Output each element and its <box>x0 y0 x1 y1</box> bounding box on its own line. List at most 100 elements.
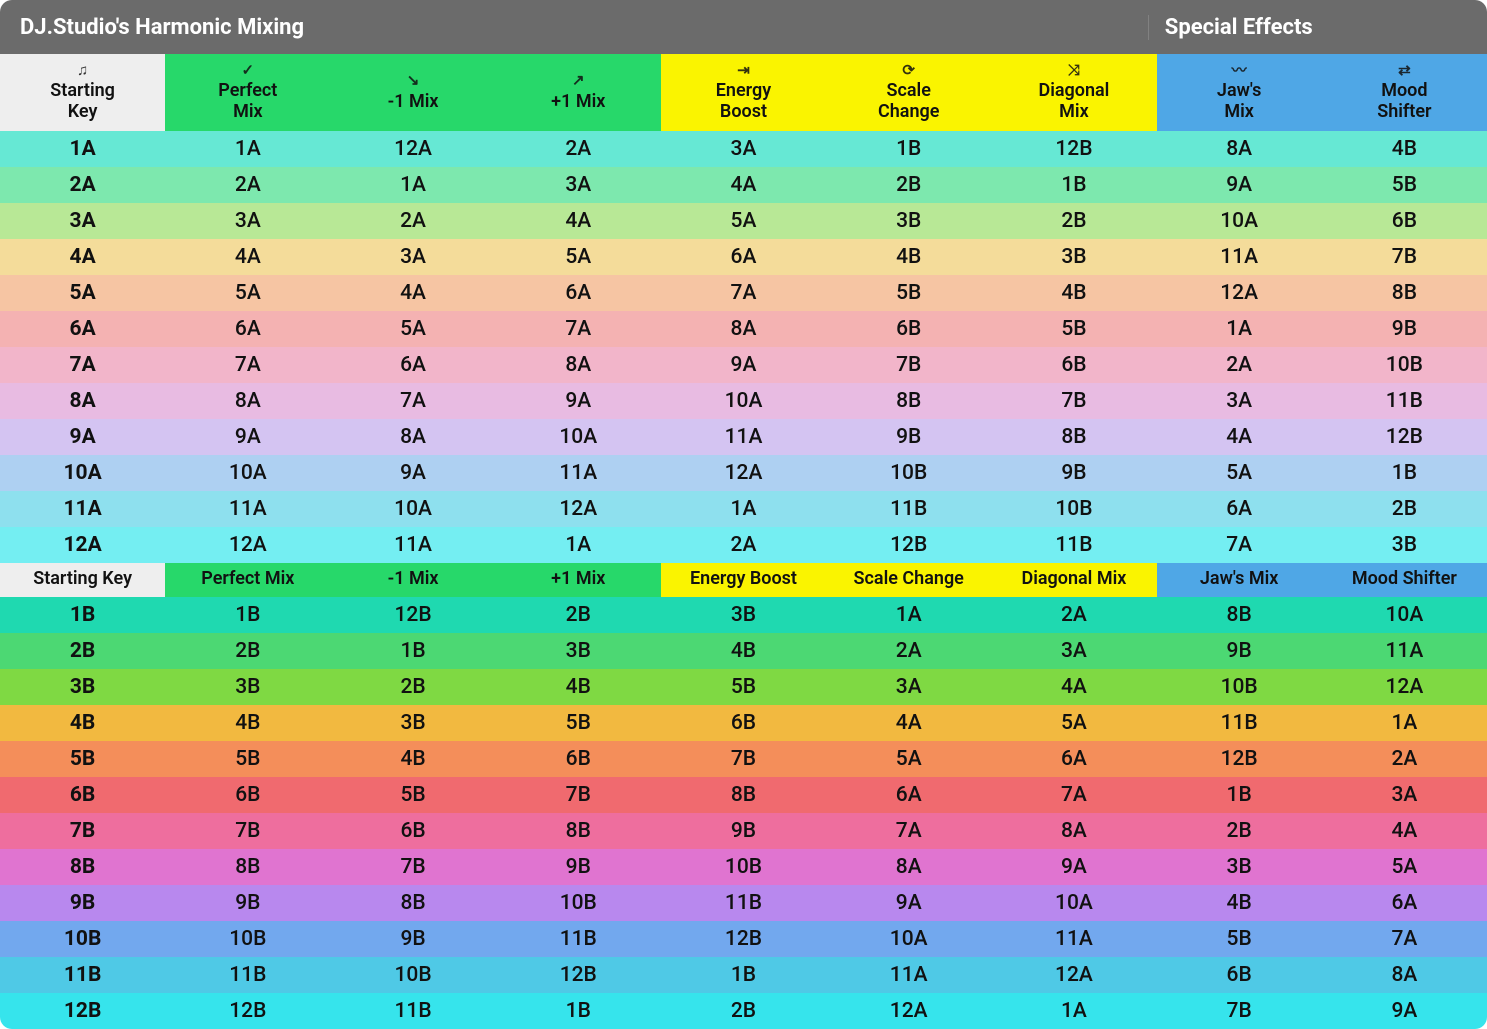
sub-header-minus1: -1 Mix <box>330 563 495 597</box>
cell: 11B <box>0 957 165 993</box>
cell: 3A <box>1157 383 1322 419</box>
cell: 3B <box>661 597 826 633</box>
cell: 6B <box>991 347 1156 383</box>
cell: 8A <box>826 849 991 885</box>
cell: 1A <box>826 597 991 633</box>
cell: 10A <box>330 491 495 527</box>
cell: 3B <box>991 239 1156 275</box>
cell: 6B <box>826 311 991 347</box>
sub-header-energy: Energy Boost <box>661 563 826 597</box>
table-row: 1A1A12A2A3A1B12B8A4B <box>0 131 1487 167</box>
cell: 3A <box>165 203 330 239</box>
jaws-label: Jaw'sMix <box>1217 80 1261 122</box>
cell: 10A <box>991 885 1156 921</box>
sub-header-scale: Scale Change <box>826 563 991 597</box>
cell: 7A <box>330 383 495 419</box>
cell: 10B <box>826 455 991 491</box>
cell: 5A <box>661 203 826 239</box>
sub-header-starting: Starting Key <box>0 563 165 597</box>
cell: 6B <box>496 741 661 777</box>
cell: 6B <box>661 705 826 741</box>
cell: 8A <box>1157 131 1322 167</box>
cell: 1B <box>661 957 826 993</box>
title-bar: DJ.Studio's Harmonic Mixing Special Effe… <box>0 0 1487 54</box>
cell: 6B <box>330 813 495 849</box>
col-header-starting: ♫StartingKey <box>0 54 165 131</box>
cell: 5A <box>330 311 495 347</box>
cell: 12A <box>991 957 1156 993</box>
cell: 4B <box>1157 885 1322 921</box>
cell: 9B <box>330 921 495 957</box>
cell: 11A <box>826 957 991 993</box>
cell: 4B <box>826 239 991 275</box>
cell: 11B <box>496 921 661 957</box>
cell: 5B <box>1157 921 1322 957</box>
cell: 7A <box>165 347 330 383</box>
scale-label: ScaleChange <box>878 80 939 122</box>
cell: 1A <box>1157 311 1322 347</box>
table-body-b: 1B1B12B2B3B1A2A8B10A2B2B1B3B4B2A3A9B11A3… <box>0 597 1487 1029</box>
cell: 12B <box>496 957 661 993</box>
cell: 10B <box>1322 347 1487 383</box>
harmonic-mixing-chart: DJ.Studio's Harmonic Mixing Special Effe… <box>0 0 1487 1029</box>
cell: 3B <box>165 669 330 705</box>
cell: 5B <box>991 311 1156 347</box>
cell: 8B <box>0 849 165 885</box>
cell: 5B <box>826 275 991 311</box>
cell: 12A <box>826 993 991 1029</box>
cell: 7B <box>1322 239 1487 275</box>
cell: 5B <box>1322 167 1487 203</box>
starting-icon: ♫ <box>4 62 161 79</box>
cell: 9A <box>1157 167 1322 203</box>
cell: 9B <box>1322 311 1487 347</box>
cell: 3B <box>0 669 165 705</box>
cell: 12B <box>661 921 826 957</box>
cell: 9B <box>496 849 661 885</box>
table-header-main: ♫StartingKey✓PerfectMix↘-1 Mix↗+1 Mix⇥En… <box>0 54 1487 131</box>
cell: 1B <box>496 993 661 1029</box>
cell: 10A <box>1322 597 1487 633</box>
table-row: 8A8A7A9A10A8B7B3A11B <box>0 383 1487 419</box>
cell: 7B <box>826 347 991 383</box>
cell: 3B <box>1157 849 1322 885</box>
cell: 8A <box>165 383 330 419</box>
starting-label: StartingKey <box>50 80 115 122</box>
cell: 7A <box>991 777 1156 813</box>
cell: 1A <box>991 993 1156 1029</box>
sub-header-plus1: +1 Mix <box>496 563 661 597</box>
cell: 6A <box>0 311 165 347</box>
cell: 9A <box>496 383 661 419</box>
cell: 11A <box>165 491 330 527</box>
cell: 5A <box>991 705 1156 741</box>
cell: 12B <box>991 131 1156 167</box>
cell: 11B <box>661 885 826 921</box>
col-header-energy: ⇥EnergyBoost <box>661 54 826 131</box>
cell: 6A <box>991 741 1156 777</box>
cell: 2A <box>496 131 661 167</box>
cell: 2A <box>165 167 330 203</box>
diagonal-label: DiagonalMix <box>1038 80 1109 122</box>
cell: 4A <box>1322 813 1487 849</box>
cell: 4B <box>330 741 495 777</box>
table-row: 3B3B2B4B5B3A4A10B12A <box>0 669 1487 705</box>
cell: 1B <box>1322 455 1487 491</box>
scale-icon: ⟳ <box>830 62 987 79</box>
cell: 4B <box>165 705 330 741</box>
cell: 11B <box>165 957 330 993</box>
cell: 6B <box>1322 203 1487 239</box>
cell: 11A <box>991 921 1156 957</box>
cell: 2B <box>0 633 165 669</box>
cell: 11B <box>991 527 1156 563</box>
cell: 6A <box>1322 885 1487 921</box>
cell: 4B <box>496 669 661 705</box>
cell: 3A <box>0 203 165 239</box>
cell: 11A <box>496 455 661 491</box>
table-row: 5A5A4A6A7A5B4B12A8B <box>0 275 1487 311</box>
cell: 2A <box>991 597 1156 633</box>
cell: 3A <box>991 633 1156 669</box>
perfect-label: PerfectMix <box>218 80 277 122</box>
cell: 6B <box>0 777 165 813</box>
cell: 9A <box>991 849 1156 885</box>
cell: 8A <box>1322 957 1487 993</box>
col-header-perfect: ✓PerfectMix <box>165 54 330 131</box>
